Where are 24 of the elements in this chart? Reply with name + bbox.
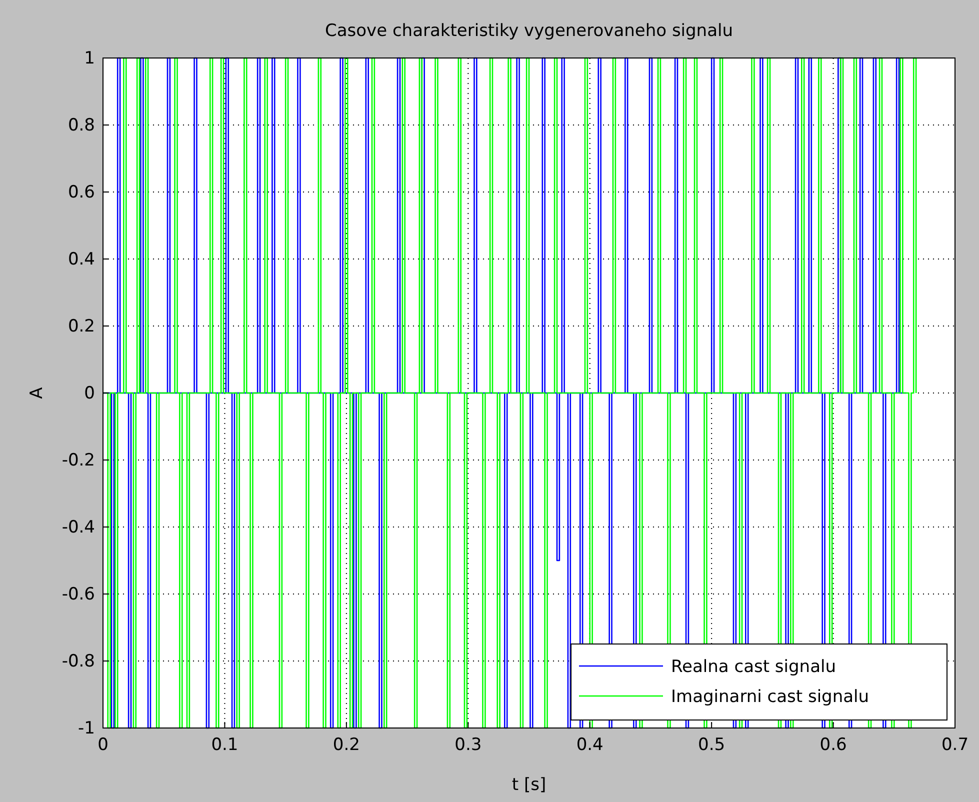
y-tick-label: 1	[84, 48, 95, 68]
chart-title: Casove charakteristiky vygenerovaneho signalu	[324, 21, 734, 41]
y-tick-label: -0.4	[62, 517, 95, 538]
x-tick-label: 0	[98, 735, 108, 756]
x-tick-label: 0.7	[941, 735, 969, 756]
y-tick-label: 0.6	[68, 182, 95, 202]
y-tick-label: 0.8	[68, 115, 95, 136]
y-tick-label: 0	[84, 383, 95, 404]
y-tick-label: 0.4	[68, 249, 95, 270]
legend-label: Imaginarni cast signalu	[671, 687, 870, 707]
x-axis-title: t [s]	[512, 775, 546, 795]
x-tick-label: 0.1	[211, 735, 238, 756]
y-tick-label: -0.2	[62, 450, 95, 470]
x-tick-label: 0.4	[576, 735, 604, 756]
y-tick-label: -0.6	[62, 584, 95, 604]
x-tick-label: 0.3	[454, 735, 482, 756]
x-tick-label: 0.6	[820, 735, 847, 756]
y-tick-label: -0.8	[62, 651, 95, 672]
x-tick-label: 0.5	[698, 735, 726, 756]
y-tick-label: -1	[78, 718, 95, 738]
legend-label: Realna cast signalu	[671, 657, 836, 677]
x-tick-label: 0.2	[332, 735, 360, 756]
y-axis-title: A	[27, 386, 47, 399]
y-tick-label: 0.2	[68, 316, 95, 336]
